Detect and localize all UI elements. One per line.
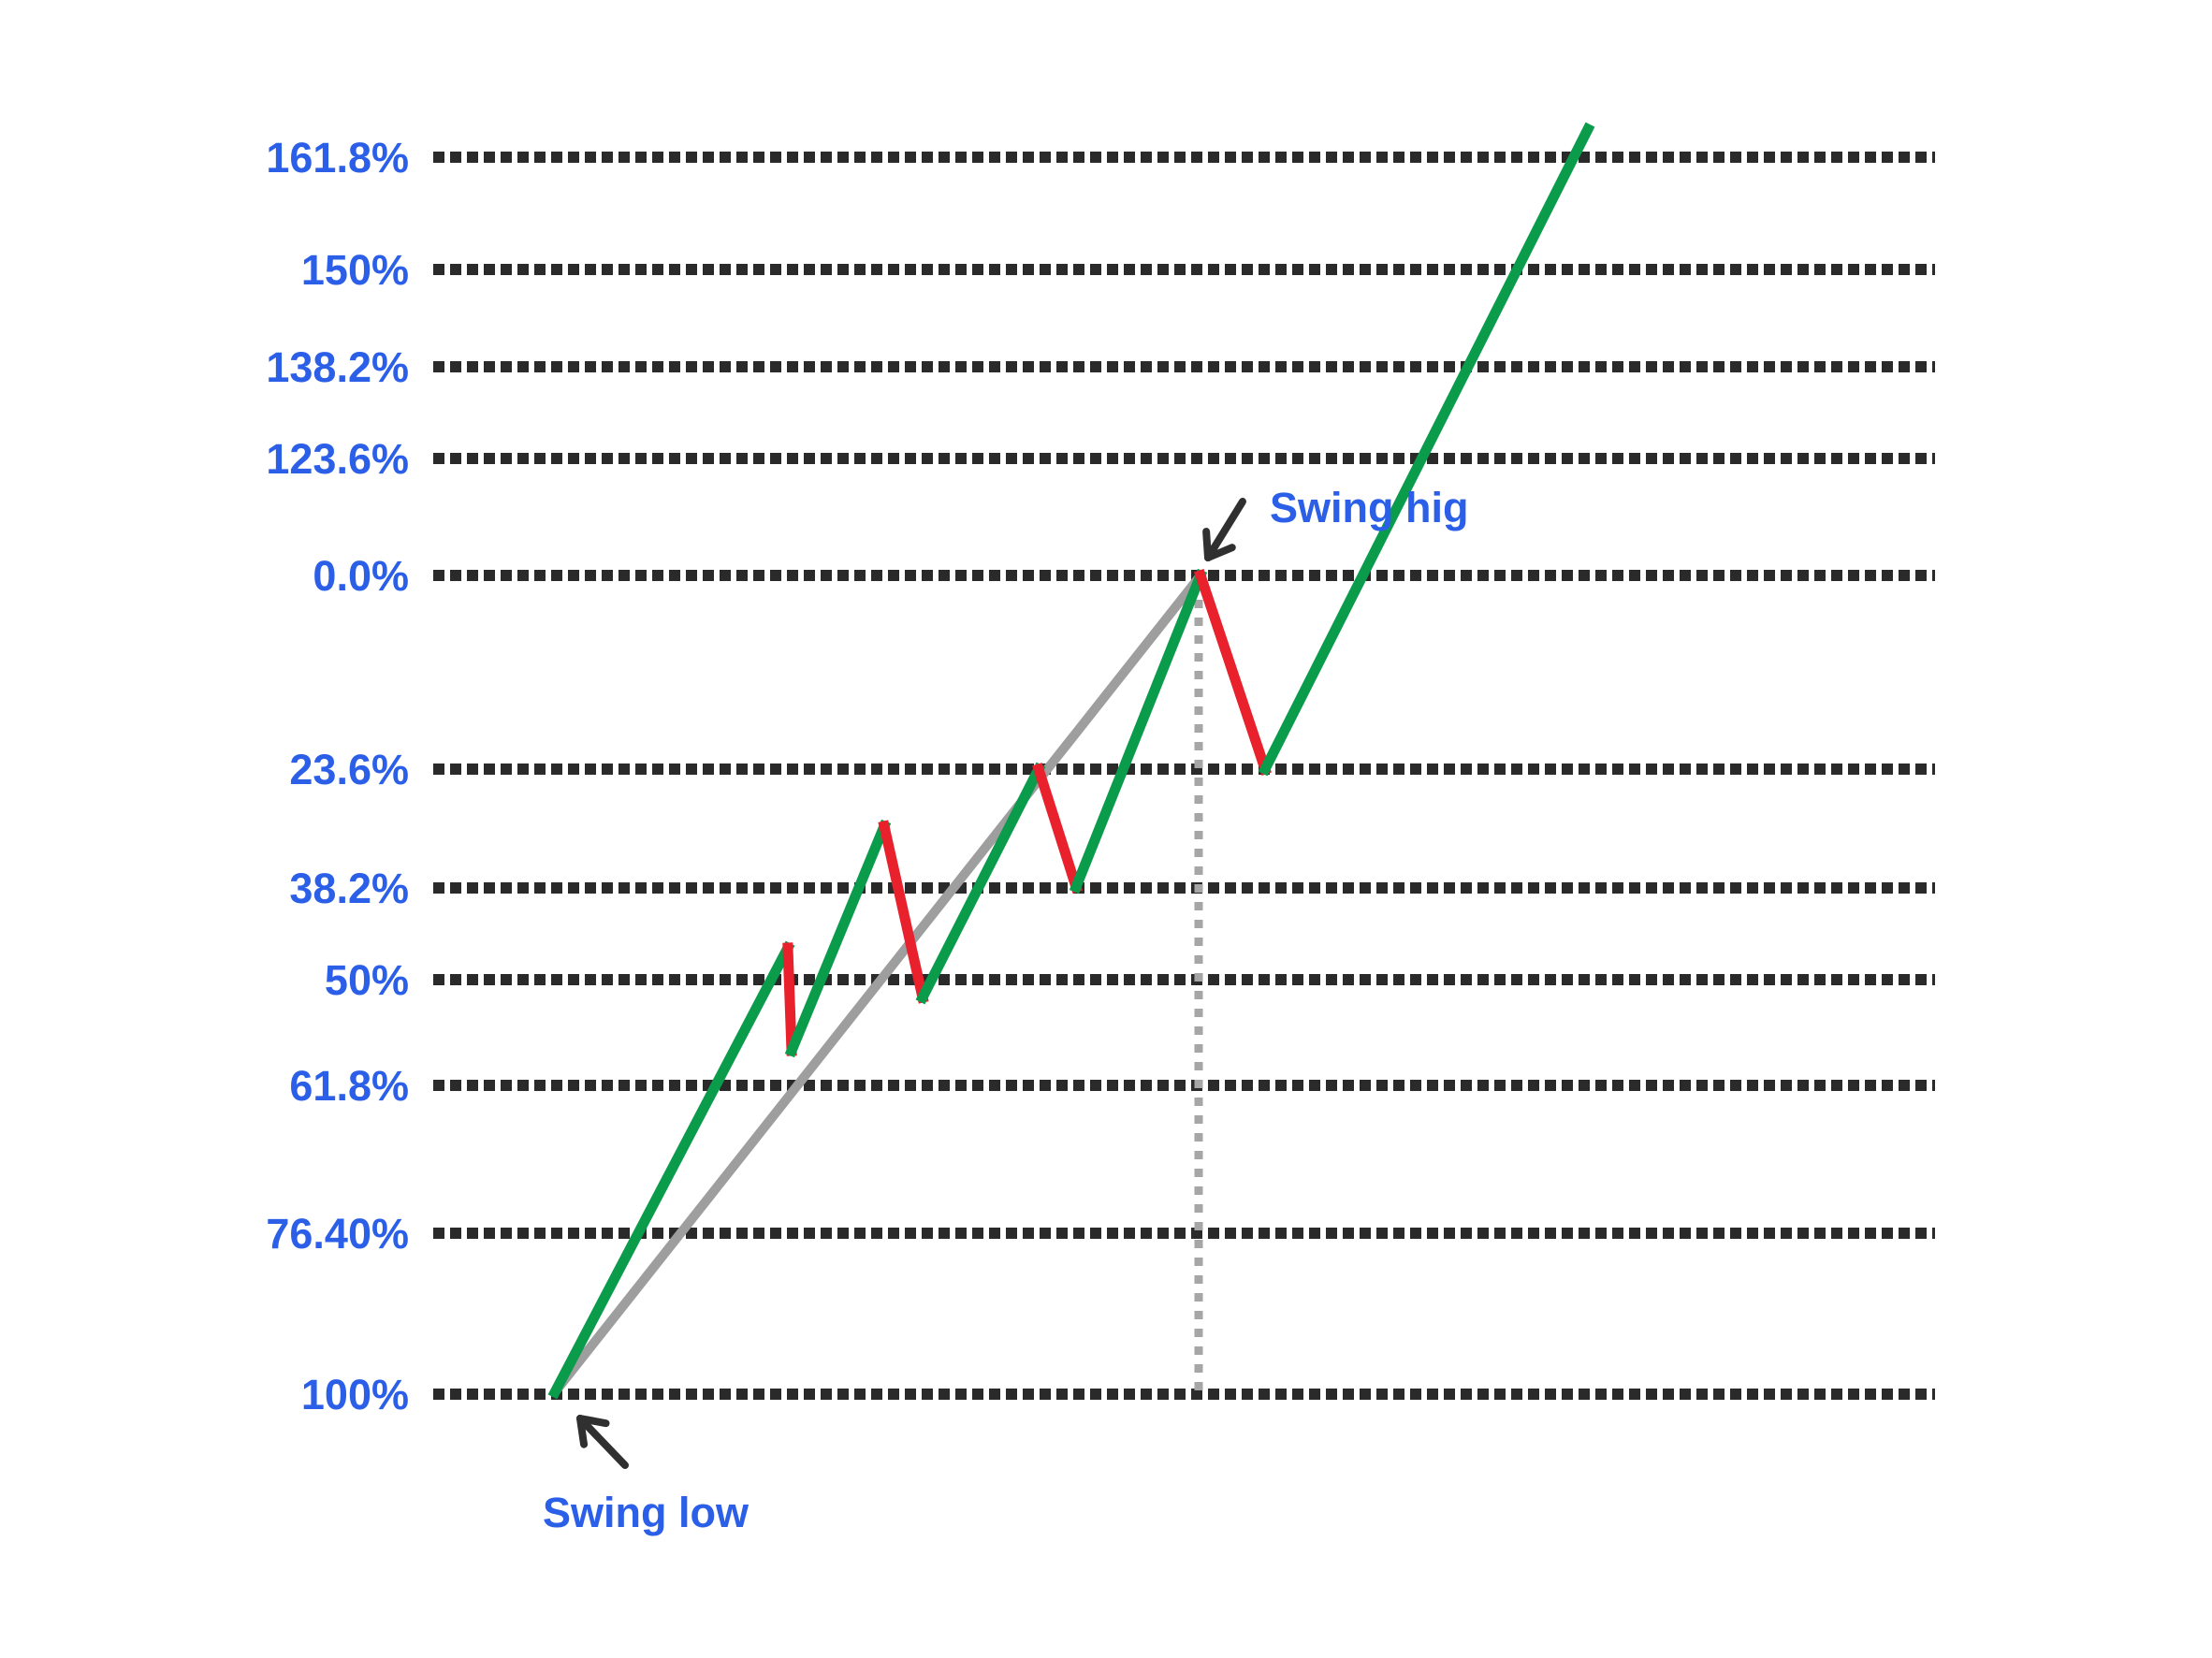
fib-level-label: 0.0% (313, 552, 409, 600)
price-upswing-segment (547, 940, 795, 1400)
fib-level-label: 150% (301, 246, 409, 294)
fib-level-label: 50% (325, 956, 409, 1004)
price-downswing-segment (878, 820, 929, 1004)
swing-high-label: Swing hig (1270, 484, 1468, 531)
price-downswing-segment (1194, 569, 1272, 776)
price-upswing-segment (915, 762, 1046, 1005)
price-upswing-segment (1069, 568, 1208, 894)
price-downswing-segment (1032, 763, 1083, 894)
fib-level-label: 76.40% (266, 1210, 409, 1258)
fib-level-label: 123.6% (266, 435, 409, 483)
trend-line (551, 572, 1204, 1396)
fib-level-label: 61.8% (289, 1062, 409, 1110)
price-downswing-segment (782, 942, 797, 1056)
fib-level-label: 138.2% (266, 343, 409, 391)
fib-level-label: 161.8% (266, 134, 409, 182)
fib-level-label: 38.2% (289, 865, 409, 912)
fib-level-label: 23.6% (289, 746, 409, 793)
price-upswing-segment (784, 819, 892, 1058)
fib-level-label: 100% (301, 1371, 409, 1418)
swing-low-arrow-icon (576, 1415, 629, 1469)
swing-low-label: Swing low (543, 1489, 749, 1536)
swing-high-arrow-icon (1202, 498, 1246, 561)
price-upswing-segment (1258, 122, 1595, 777)
